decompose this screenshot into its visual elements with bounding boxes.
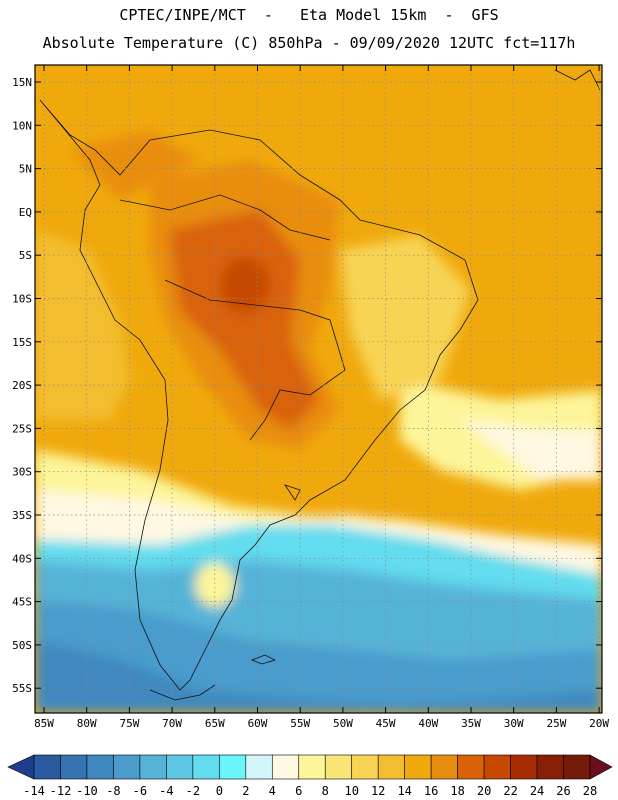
lat-label: 15N xyxy=(12,76,32,89)
colorbar-box xyxy=(457,754,485,780)
lon-label: 35W xyxy=(461,717,481,730)
colorbar-tick-label: 18 xyxy=(450,784,464,798)
lat-label: 35S xyxy=(12,509,32,522)
colorbar-box xyxy=(377,754,405,780)
latitude-labels: 15N 10N 5N EQ 5S 10S 15S 20S 25S 30S 35S 40S 45S 50S 5… xyxy=(12,76,32,695)
colorbar-tick-label: 8 xyxy=(322,784,329,798)
colorbar-tick-label: 0 xyxy=(216,784,223,798)
lat-label: 20S xyxy=(12,379,32,392)
lat-label: 15S xyxy=(12,336,32,349)
colorbar-box xyxy=(510,754,538,780)
lat-label: 30S xyxy=(12,466,32,479)
colorbar-box xyxy=(536,754,564,780)
field-north-20-22 xyxy=(70,130,200,200)
colorbar-box xyxy=(271,754,300,780)
field-pacific-16-18 xyxy=(35,230,130,420)
colorbar-tick-label: -12 xyxy=(50,784,72,798)
lon-label: 20W xyxy=(589,717,609,730)
colorbar-box xyxy=(219,754,247,780)
colorbar-tick-label: -8 xyxy=(106,784,120,798)
longitude-labels: 85W 80W 75W 70W 65W 60W 55W 50W 45W 40W 35W 30W 25W 2… xyxy=(34,717,609,730)
coastlines xyxy=(39,69,601,701)
colorbar-tick-label: -4 xyxy=(159,784,173,798)
lon-label: 50W xyxy=(333,717,353,730)
colorbar-box xyxy=(404,754,432,780)
colorbar-box xyxy=(351,754,379,780)
colorbar-tick-label: 16 xyxy=(424,784,438,798)
field-patagonia-pocket xyxy=(195,563,235,607)
graticule xyxy=(35,65,602,713)
colorbar-box xyxy=(113,754,141,780)
colorbar-tick-label: 24 xyxy=(530,784,544,798)
lon-label: 85W xyxy=(34,717,54,730)
lon-label: 60W xyxy=(248,717,268,730)
field-core-24-26 xyxy=(220,257,270,313)
colorbar-box xyxy=(430,754,458,780)
lon-label: 25W xyxy=(546,717,566,730)
colorbar-tick-label: 26 xyxy=(556,784,570,798)
lat-label: EQ xyxy=(19,206,32,219)
field-core-22-24 xyxy=(170,210,320,430)
field-atlantic-6-8 xyxy=(460,420,602,480)
falkland-islands xyxy=(250,654,277,665)
lon-label: 80W xyxy=(77,717,97,730)
lat-label: 10N xyxy=(12,119,32,132)
colorbar-tick-label: 14 xyxy=(397,784,411,798)
field-east-brazil-14-16 xyxy=(340,235,470,400)
lon-label: 45W xyxy=(376,717,396,730)
northern-borders xyxy=(119,194,331,241)
map-title-line-2: Absolute Temperature (C) 850hPa - 09/09/… xyxy=(42,34,576,52)
colorbar-arrow-low xyxy=(7,754,35,780)
colorbar-tick-label: 12 xyxy=(371,784,385,798)
lat-label: 5S xyxy=(19,249,32,262)
lon-label: 55W xyxy=(290,717,310,730)
colorbar-box xyxy=(192,754,220,780)
colorbar-tick-label: 20 xyxy=(477,784,491,798)
colorbar-box xyxy=(86,754,114,780)
colorbar-box xyxy=(33,754,61,780)
colorbar-tick-label: -10 xyxy=(76,784,98,798)
field-minus8-minus6 xyxy=(35,640,602,713)
colorbar-tick-label: 2 xyxy=(242,784,249,798)
colorbar-box xyxy=(298,754,326,780)
axis-ticks xyxy=(35,65,602,713)
lat-label: 10S xyxy=(12,293,32,306)
colorbar-box xyxy=(324,754,353,780)
africa-coast-fragment xyxy=(554,69,601,91)
lat-label: 50S xyxy=(12,639,32,652)
colorbar-tick-label: -14 xyxy=(23,784,45,798)
colorbar-tick-label: -2 xyxy=(186,784,200,798)
map-title-line-1: CPTEC/INPE/MCT - Eta Model 15km - GFS xyxy=(119,6,499,24)
tierra-del-fuego xyxy=(149,684,216,701)
lon-label: 65W xyxy=(205,717,225,730)
lat-label: 5N xyxy=(19,163,32,176)
colorbar-box xyxy=(483,754,511,780)
colorbar-tick-label: -6 xyxy=(133,784,147,798)
lon-label: 30W xyxy=(504,717,524,730)
colorbar-arrow-high xyxy=(589,754,613,780)
lat-label: 25S xyxy=(12,422,32,435)
colorbar-box xyxy=(60,754,88,780)
rio-de-la-plata xyxy=(284,484,301,501)
lon-label: 75W xyxy=(119,717,139,730)
colorbar-box xyxy=(166,754,194,780)
colorbar-tick-label: 28 xyxy=(583,784,597,798)
colorbar-box xyxy=(563,754,591,780)
colorbar-tick-label: 4 xyxy=(269,784,276,798)
lon-label: 40W xyxy=(418,717,438,730)
colorbar-tick-label: 10 xyxy=(344,784,358,798)
country-borders xyxy=(164,279,346,441)
lon-label: 70W xyxy=(162,717,182,730)
plot-frame xyxy=(34,64,603,714)
south-america-coastline xyxy=(39,99,479,691)
colorbar-tick-label: 22 xyxy=(503,784,517,798)
colorbar-box xyxy=(139,754,167,780)
colorbar-tick-label: 6 xyxy=(295,784,302,798)
lat-label: 40S xyxy=(12,552,32,565)
colorbar: -14 -12 -10 -8 -6 -4 -2 0 2 4 6 8 10 12 14 16 18 20 22 24 26… xyxy=(7,754,613,798)
lat-label: 45S xyxy=(12,596,32,609)
colorbar-box xyxy=(245,754,273,780)
lat-label: 55S xyxy=(12,682,32,695)
